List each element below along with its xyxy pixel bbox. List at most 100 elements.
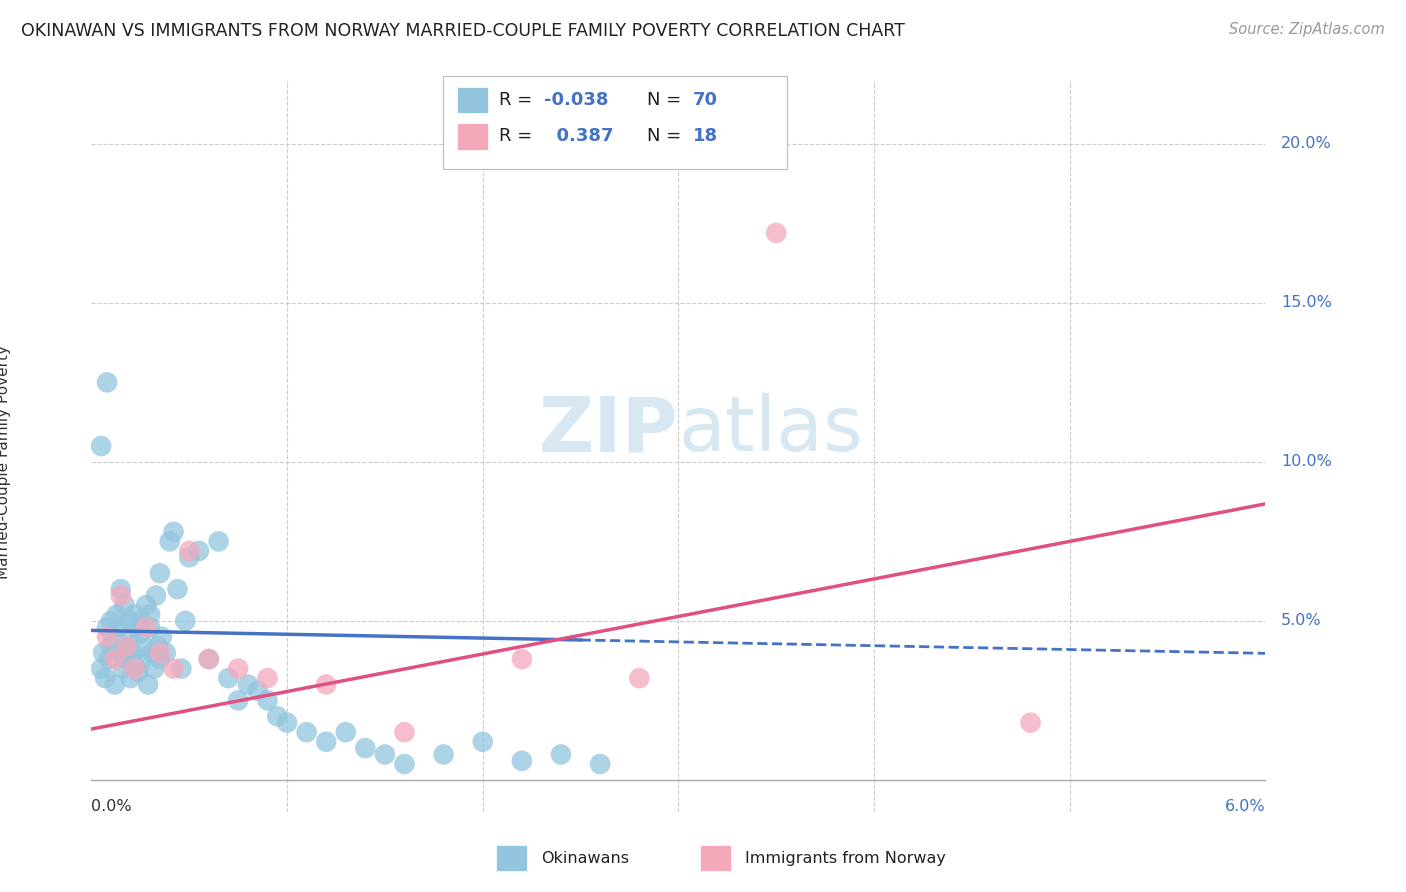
- Point: [120, 671, 142, 685]
- Point: [101, 630, 124, 644]
- Text: 18: 18: [693, 128, 718, 145]
- Point: [149, 646, 172, 660]
- Point: [90, 439, 112, 453]
- Point: [143, 662, 166, 676]
- Point: [179, 550, 201, 565]
- Text: Okinawans: Okinawans: [541, 851, 630, 865]
- Point: [315, 735, 337, 749]
- Point: [110, 589, 132, 603]
- Point: [374, 747, 396, 762]
- Point: [127, 665, 149, 679]
- Point: [96, 376, 118, 390]
- Point: [124, 662, 146, 676]
- Text: 6.0%: 6.0%: [1225, 799, 1265, 814]
- Point: [394, 725, 416, 739]
- Point: [145, 589, 167, 603]
- Point: [117, 614, 139, 628]
- Point: [217, 671, 239, 685]
- Text: ZIP: ZIP: [538, 393, 678, 467]
- Point: [100, 614, 122, 628]
- Point: [110, 646, 132, 660]
- Point: [162, 524, 184, 539]
- Point: [146, 640, 169, 654]
- Point: [141, 646, 163, 660]
- Point: [105, 607, 128, 622]
- Point: [166, 582, 188, 596]
- Point: [197, 652, 219, 666]
- Text: 70: 70: [693, 91, 718, 109]
- Point: [256, 693, 278, 707]
- Point: [510, 652, 533, 666]
- Point: [91, 646, 114, 660]
- Point: [129, 626, 152, 640]
- Point: [256, 671, 278, 685]
- Point: [162, 662, 184, 676]
- Point: [149, 652, 172, 666]
- Point: [110, 582, 132, 596]
- Point: [155, 646, 177, 660]
- Point: [589, 757, 612, 772]
- Point: [129, 614, 152, 628]
- Text: N =: N =: [647, 128, 686, 145]
- Point: [335, 725, 357, 739]
- Text: Married-Couple Family Poverty: Married-Couple Family Poverty: [0, 345, 11, 579]
- Point: [115, 640, 138, 654]
- Point: [139, 620, 162, 634]
- Point: [131, 652, 153, 666]
- Point: [295, 725, 318, 739]
- Point: [471, 735, 494, 749]
- Point: [149, 566, 172, 581]
- Point: [246, 684, 269, 698]
- Point: [135, 598, 157, 612]
- Point: [174, 614, 197, 628]
- Point: [94, 671, 117, 685]
- Point: [432, 747, 454, 762]
- Point: [510, 754, 533, 768]
- Text: Immigrants from Norway: Immigrants from Norway: [745, 851, 946, 865]
- Point: [276, 715, 298, 730]
- Text: -0.038: -0.038: [544, 91, 609, 109]
- Point: [197, 652, 219, 666]
- Point: [98, 652, 121, 666]
- Point: [236, 677, 259, 691]
- Text: Source: ZipAtlas.com: Source: ZipAtlas.com: [1229, 22, 1385, 37]
- Point: [394, 757, 416, 772]
- Point: [315, 677, 337, 691]
- Point: [121, 646, 143, 660]
- Point: [188, 544, 211, 558]
- Point: [1019, 715, 1042, 730]
- Point: [124, 658, 146, 673]
- Point: [139, 607, 162, 622]
- Point: [170, 662, 193, 676]
- Point: [628, 671, 651, 685]
- Point: [90, 662, 112, 676]
- Point: [111, 662, 134, 676]
- Point: [114, 598, 136, 612]
- Text: OKINAWAN VS IMMIGRANTS FROM NORWAY MARRIED-COUPLE FAMILY POVERTY CORRELATION CHA: OKINAWAN VS IMMIGRANTS FROM NORWAY MARRI…: [21, 22, 905, 40]
- Text: 0.0%: 0.0%: [91, 799, 132, 814]
- Text: R =: R =: [499, 128, 538, 145]
- Point: [96, 630, 118, 644]
- Point: [550, 747, 572, 762]
- Point: [266, 709, 288, 723]
- Text: 10.0%: 10.0%: [1281, 454, 1331, 469]
- Point: [150, 630, 173, 644]
- Point: [159, 534, 181, 549]
- Point: [134, 640, 156, 654]
- Point: [107, 620, 129, 634]
- Point: [125, 620, 148, 634]
- Point: [226, 693, 249, 707]
- Point: [120, 630, 142, 644]
- Point: [765, 226, 787, 240]
- Text: atlas: atlas: [678, 393, 863, 467]
- Point: [207, 534, 229, 549]
- Point: [226, 662, 249, 676]
- Point: [104, 677, 127, 691]
- Point: [135, 620, 157, 634]
- Point: [179, 544, 201, 558]
- Point: [115, 640, 138, 654]
- Point: [104, 652, 127, 666]
- Point: [96, 620, 118, 634]
- Text: 5.0%: 5.0%: [1281, 614, 1322, 628]
- Text: N =: N =: [647, 91, 686, 109]
